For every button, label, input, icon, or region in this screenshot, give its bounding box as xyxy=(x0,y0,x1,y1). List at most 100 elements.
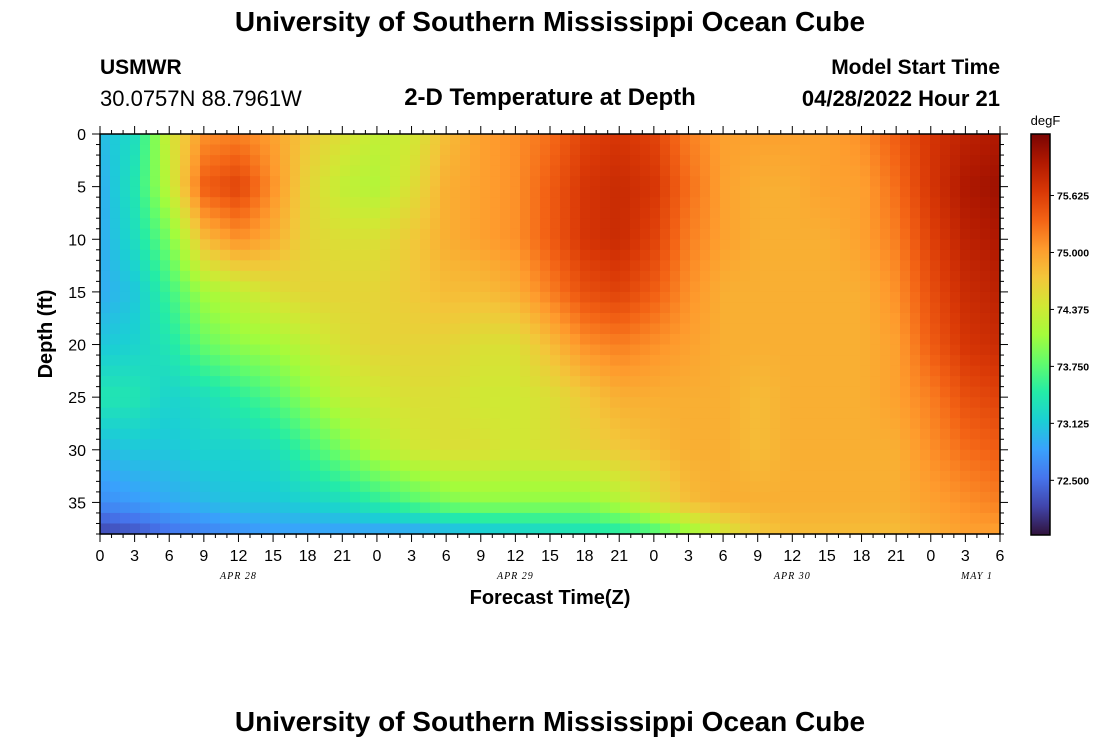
heatmap-cell xyxy=(820,144,831,156)
heatmap-cell xyxy=(880,260,891,272)
heatmap-cell xyxy=(940,197,951,209)
heatmap-cell xyxy=(530,302,541,314)
heatmap-cell xyxy=(750,260,761,272)
heatmap-cell xyxy=(360,291,371,304)
heatmap-cell xyxy=(880,481,891,493)
heatmap-cell xyxy=(690,376,701,388)
heatmap-cell xyxy=(460,334,471,346)
heatmap-cell xyxy=(110,428,121,440)
heatmap-cell xyxy=(180,449,191,461)
heatmap-cell xyxy=(400,207,411,219)
heatmap-cell xyxy=(790,144,801,156)
heatmap-cell xyxy=(890,460,901,472)
heatmap-cell xyxy=(840,165,851,177)
heatmap-cell xyxy=(480,344,491,356)
heatmap-cell xyxy=(750,502,761,514)
heatmap-cell xyxy=(230,239,241,251)
heatmap-cell xyxy=(580,481,591,493)
heatmap-cell xyxy=(810,460,821,472)
heatmap-cell xyxy=(800,481,811,493)
heatmap-cell xyxy=(140,460,151,472)
heatmap-cell xyxy=(780,260,791,272)
heatmap-cell xyxy=(520,144,531,156)
heatmap-cell xyxy=(580,228,591,240)
heatmap-cell xyxy=(690,512,701,525)
heatmap-cell xyxy=(480,470,491,482)
heatmap-cell xyxy=(920,197,931,209)
heatmap-cell xyxy=(950,397,961,409)
heatmap-cell xyxy=(580,407,591,419)
heatmap-cell xyxy=(520,291,531,304)
heatmap-cell xyxy=(970,449,981,461)
heatmap-cell xyxy=(270,407,281,419)
heatmap-cell xyxy=(350,197,361,209)
heatmap-cell xyxy=(850,334,861,346)
heatmap-cell xyxy=(580,270,591,282)
heatmap-cell xyxy=(800,291,811,304)
heatmap-cell xyxy=(900,502,911,514)
heatmap-cell xyxy=(880,134,891,146)
heatmap-cell xyxy=(940,155,951,167)
heatmap-cell xyxy=(640,165,651,177)
heatmap-cell xyxy=(610,502,621,514)
heatmap-cell xyxy=(370,312,381,325)
heatmap-cell xyxy=(380,228,391,240)
heatmap-cell xyxy=(270,134,281,146)
heatmap-cell xyxy=(690,186,701,198)
heatmap-cell xyxy=(160,523,171,535)
heatmap-cell xyxy=(600,334,611,346)
heatmap-cell xyxy=(970,228,981,240)
heatmap-cell xyxy=(890,291,901,304)
heatmap-cell xyxy=(600,344,611,356)
heatmap-cell xyxy=(930,439,941,451)
heatmap-cell xyxy=(480,186,491,198)
heatmap-cell xyxy=(580,397,591,409)
heatmap-cell xyxy=(350,270,361,282)
heatmap-cell xyxy=(190,386,201,398)
heatmap-cell xyxy=(110,481,121,493)
heatmap-cell xyxy=(870,186,881,198)
heatmap-cell xyxy=(310,291,321,304)
heatmap-cell xyxy=(750,312,761,325)
heatmap-cell xyxy=(660,449,671,461)
heatmap-cell xyxy=(800,249,811,261)
heatmap-cell xyxy=(300,165,311,177)
heatmap-cell xyxy=(110,291,121,304)
heatmap-cell xyxy=(980,281,991,293)
heatmap-cell xyxy=(750,344,761,356)
heatmap-cell xyxy=(140,228,151,240)
heatmap-cell xyxy=(890,249,901,261)
heatmap-cell xyxy=(530,512,541,525)
heatmap-cell xyxy=(480,228,491,240)
heatmap-cell xyxy=(400,491,411,504)
heatmap-cell xyxy=(700,155,711,167)
heatmap-cell xyxy=(710,207,721,219)
heatmap-cell xyxy=(160,439,171,451)
heatmap-cell xyxy=(900,439,911,451)
heatmap-cell xyxy=(960,249,971,261)
heatmap-cell xyxy=(600,312,611,325)
heatmap-cell xyxy=(540,523,551,535)
heatmap-cell xyxy=(270,165,281,177)
heatmap-cell xyxy=(960,407,971,419)
heatmap-cell xyxy=(780,418,791,430)
heatmap-cell xyxy=(750,291,761,304)
heatmap-cell xyxy=(840,418,851,430)
heatmap-cell xyxy=(550,470,561,482)
heatmap-cell xyxy=(570,344,581,356)
heatmap-cell xyxy=(620,186,631,198)
heatmap-cell xyxy=(960,491,971,504)
heatmap-cell xyxy=(700,365,711,377)
heatmap-cell xyxy=(290,365,301,377)
heatmap-cell xyxy=(280,344,291,356)
heatmap-cell xyxy=(470,302,481,314)
heatmap-cell xyxy=(150,355,161,367)
heatmap-cell xyxy=(460,228,471,240)
heatmap-cell xyxy=(400,512,411,525)
heatmap-cell xyxy=(450,386,461,398)
model-start-value: 04/28/2022 Hour 21 xyxy=(801,86,1000,111)
heatmap-cell xyxy=(710,144,721,156)
heatmap-cell xyxy=(700,439,711,451)
heatmap-cell xyxy=(880,397,891,409)
heatmap-cell xyxy=(110,491,121,504)
